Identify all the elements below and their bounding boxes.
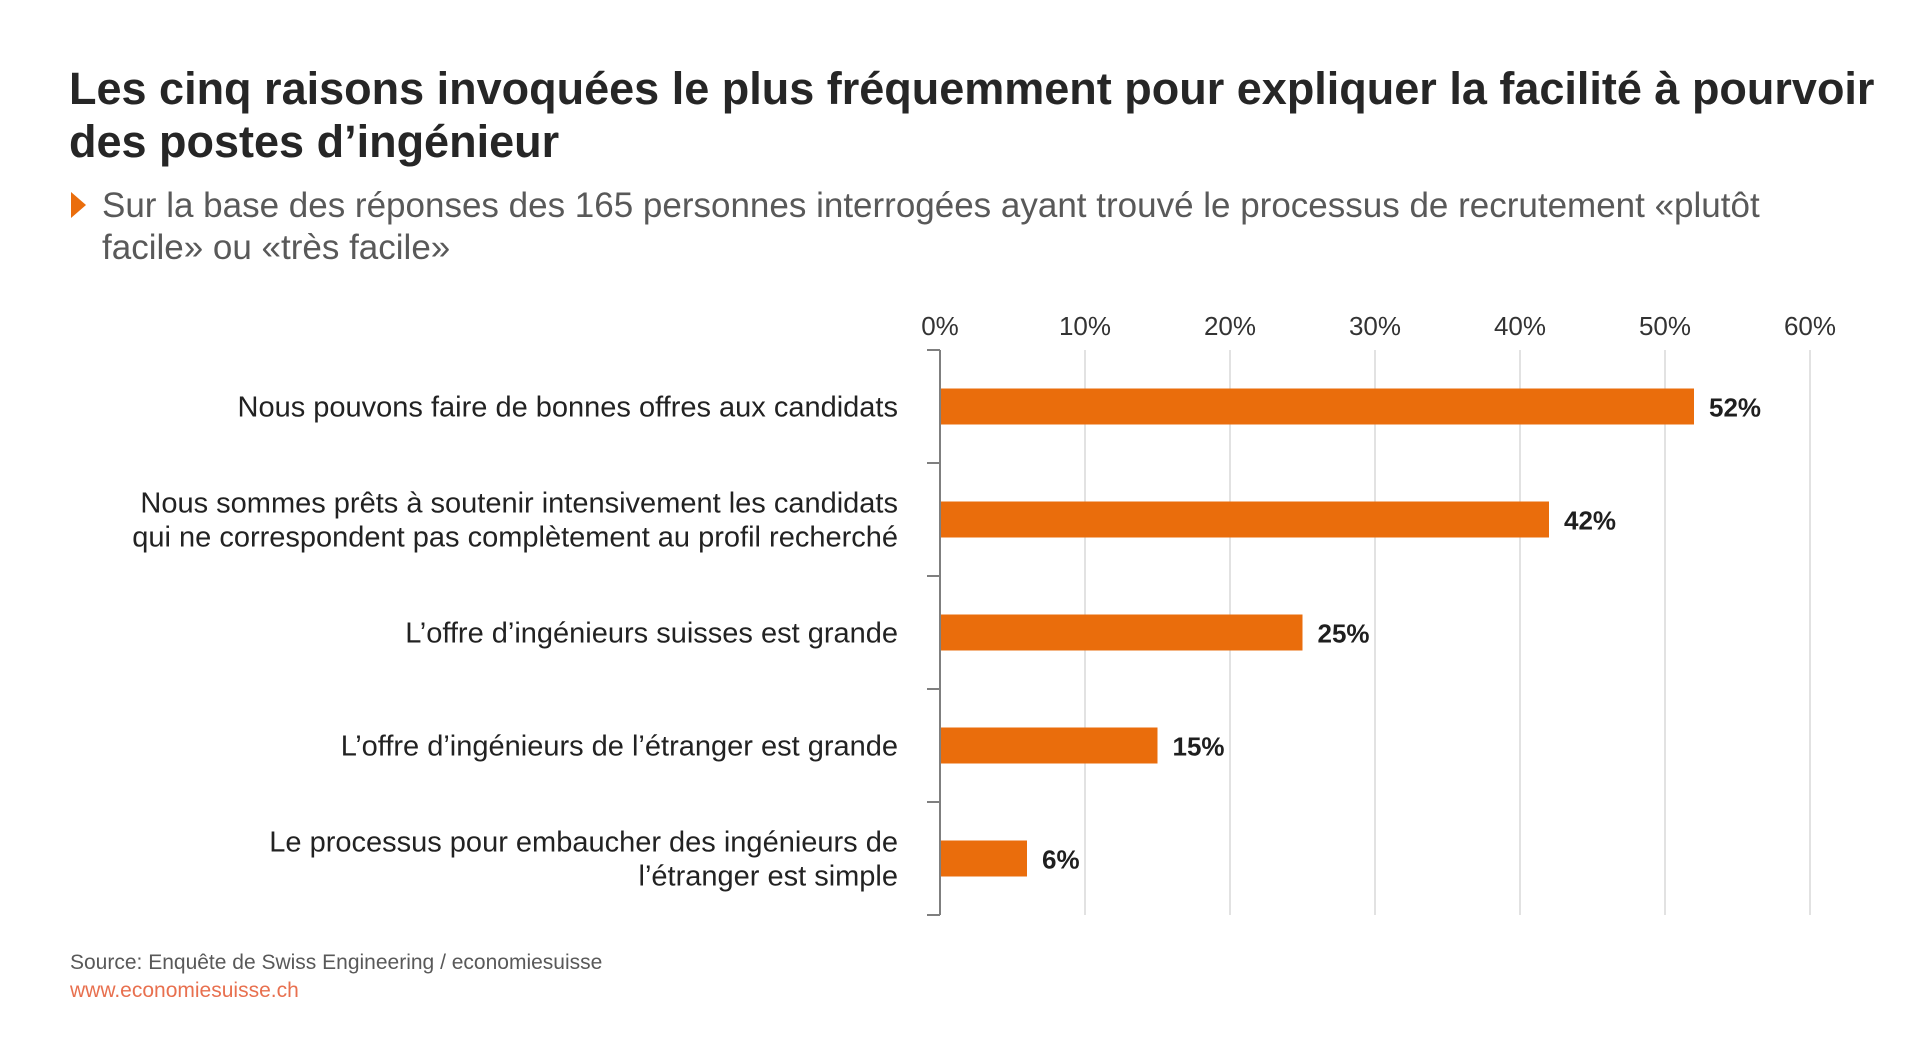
bar bbox=[941, 840, 1027, 877]
data-label: 15% bbox=[1173, 732, 1225, 762]
category-label: Nous sommes prêts à soutenir intensiveme… bbox=[132, 488, 898, 554]
bars bbox=[941, 388, 1694, 877]
x-tick-label: 10% bbox=[1059, 311, 1111, 341]
x-tick-label: 20% bbox=[1204, 311, 1256, 341]
x-tick-label: 40% bbox=[1494, 311, 1546, 341]
category-label: L’offre d’ingénieurs suisses est grande bbox=[405, 618, 898, 650]
category-label-line: qui ne correspondent pas complètement au… bbox=[132, 522, 898, 554]
bar bbox=[941, 501, 1549, 538]
x-tick-label: 50% bbox=[1639, 311, 1691, 341]
bar bbox=[941, 614, 1303, 651]
category-label-line: Nous sommes prêts à soutenir intensiveme… bbox=[140, 488, 898, 520]
triangle-marker-icon bbox=[71, 192, 86, 218]
data-label: 42% bbox=[1564, 506, 1616, 536]
bar bbox=[941, 727, 1158, 764]
chart-subtitle: Sur la base des réponses des 165 personn… bbox=[102, 186, 1760, 267]
data-label: 52% bbox=[1709, 393, 1761, 423]
category-label-line: l’étranger est simple bbox=[639, 861, 899, 893]
category-label-line: Le processus pour embaucher des ingénieu… bbox=[269, 827, 898, 859]
category-label-line: L’offre d’ingénieurs suisses est grande bbox=[405, 618, 898, 650]
category-label: L’offre d’ingénieurs de l’étranger est g… bbox=[341, 731, 898, 763]
grid-lines bbox=[1084, 350, 1811, 915]
category-label-line: Nous pouvons faire de bonnes offres aux … bbox=[238, 392, 898, 424]
data-label: 25% bbox=[1318, 619, 1370, 649]
x-tick-label: 30% bbox=[1349, 311, 1401, 341]
category-label-line: L’offre d’ingénieurs de l’étranger est g… bbox=[341, 731, 898, 763]
category-label: Le processus pour embaucher des ingénieu… bbox=[269, 827, 898, 893]
x-tick-label: 0% bbox=[921, 311, 959, 341]
chart-title: Les cinq raisons invoquées le plus fréqu… bbox=[69, 63, 1875, 167]
x-tick-label: 60% bbox=[1784, 311, 1836, 341]
website-link[interactable]: www.economiesuisse.ch bbox=[70, 979, 299, 1002]
axis bbox=[927, 349, 941, 916]
category-label: Nous pouvons faire de bonnes offres aux … bbox=[238, 392, 898, 424]
source-note: Source: Enquête de Swiss Engineering / e… bbox=[70, 951, 603, 974]
data-label: 6% bbox=[1042, 845, 1080, 875]
bar bbox=[941, 388, 1694, 425]
labels: 0% 10% 20% 30% 40% 50% 60% 52% Nous pouvons fair… bbox=[132, 311, 1836, 893]
